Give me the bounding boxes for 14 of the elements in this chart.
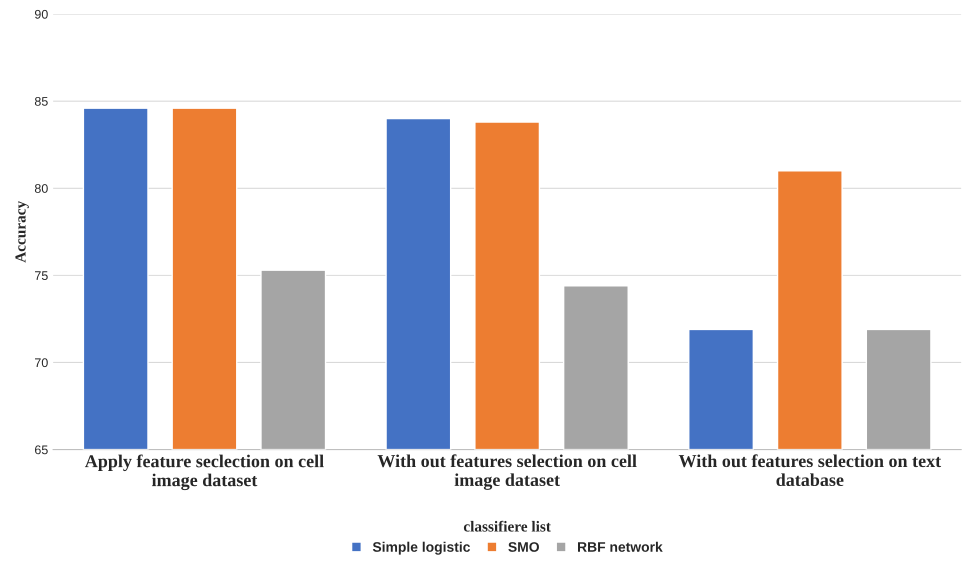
x-tick-label: Apply feature seclection on cell image dataset: [84, 454, 324, 490]
x-tick-label: With out features selection on cell image dataset: [378, 454, 637, 490]
y-tick-label: 90: [34, 10, 48, 19]
x-tick-label: With out features selection on text database: [678, 454, 942, 486]
y-tick-label: 80: [34, 184, 48, 193]
y-tick-label: 70: [35, 358, 48, 368]
legend-label: SMO: [508, 542, 539, 552]
y-tick-label: 75: [35, 271, 48, 280]
y-tick-label: 85: [34, 96, 48, 106]
legend-label: Simple logistic: [372, 542, 470, 555]
legend-label: RBF network: [578, 542, 663, 552]
y-axis-title: Accuracy: [15, 201, 29, 263]
legend-title: classifiere list: [464, 520, 551, 532]
y-tick-label: 65: [35, 445, 48, 454]
